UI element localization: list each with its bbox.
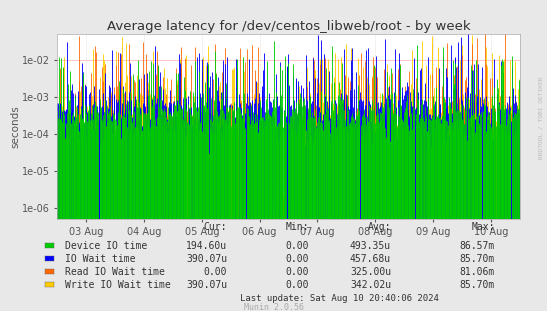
Text: 0.00: 0.00 [286,254,309,264]
Text: Read IO Wait time: Read IO Wait time [65,267,165,277]
Text: 0.00: 0.00 [286,267,309,277]
Text: Munin 2.0.56: Munin 2.0.56 [243,304,304,311]
Text: 0.00: 0.00 [286,280,309,290]
Text: Avg:: Avg: [368,222,391,232]
Text: Cur:: Cur: [203,222,227,232]
Title: Average latency for /dev/centos_libweb/root - by week: Average latency for /dev/centos_libweb/r… [107,20,470,33]
Text: Min:: Min: [286,222,309,232]
Text: 0.00: 0.00 [286,241,309,251]
Text: 0.00: 0.00 [203,267,227,277]
Text: 457.68u: 457.68u [350,254,391,264]
Text: 325.00u: 325.00u [350,267,391,277]
Text: 85.70m: 85.70m [460,280,495,290]
Y-axis label: seconds: seconds [10,105,20,148]
Text: 194.60u: 194.60u [186,241,227,251]
Text: Write IO Wait time: Write IO Wait time [65,280,170,290]
Text: Device IO time: Device IO time [65,241,147,251]
Text: RRDTOOL / TOBI OETIKER: RRDTOOL / TOBI OETIKER [538,77,543,160]
Text: IO Wait time: IO Wait time [65,254,135,264]
Text: Last update: Sat Aug 10 20:40:06 2024: Last update: Sat Aug 10 20:40:06 2024 [240,294,439,303]
Text: 342.02u: 342.02u [350,280,391,290]
Text: 390.07u: 390.07u [186,254,227,264]
Text: 86.57m: 86.57m [460,241,495,251]
Text: Max:: Max: [472,222,495,232]
Text: 81.06m: 81.06m [460,267,495,277]
Text: 493.35u: 493.35u [350,241,391,251]
Text: 85.70m: 85.70m [460,254,495,264]
Text: 390.07u: 390.07u [186,280,227,290]
